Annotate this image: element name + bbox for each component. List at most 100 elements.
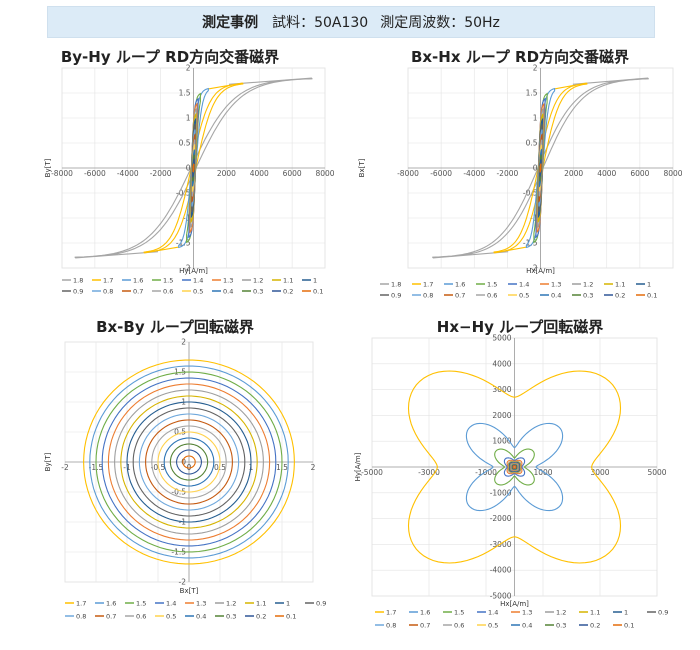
legend-entry: 1.3 (196, 599, 206, 607)
legend-entry: 1.1 (256, 599, 266, 607)
legend-entry: 1.8 (391, 280, 401, 288)
y-tick-label: 0.5 (174, 428, 186, 437)
y-tick-label: 1 (533, 114, 538, 123)
y-tick-label: -1.5 (523, 239, 538, 248)
series-0-3 (169, 443, 209, 481)
legend-entry: 1.5 (163, 276, 173, 284)
legend-entry: 1.4 (519, 280, 529, 288)
legend-entry: 0.8 (423, 291, 433, 299)
legend-entry: 0.4 (223, 287, 233, 295)
legend-entry: 1 (313, 276, 317, 284)
chart-title: Bx-Hx ループ RD方向交番磁界 (411, 48, 629, 66)
x-tick-label: -5000 (361, 468, 383, 477)
series-1-5 (494, 448, 535, 486)
legend-entry: 1.7 (423, 280, 433, 288)
legend-entry: 0.6 (487, 291, 497, 299)
legend-entry: 1.5 (487, 280, 497, 288)
header-title: 測定事例 (202, 15, 259, 31)
y-tick-label: 0.5 (179, 139, 191, 148)
series-1-6 (89, 365, 289, 559)
x-axis-label: Hy[A/m] (179, 267, 208, 275)
series-0-9 (132, 407, 246, 517)
legend-entry: 0.8 (103, 287, 113, 295)
legend-entry: 0.7 (106, 612, 116, 620)
x-tick-label: -2000 (150, 169, 172, 178)
y-tick-label: 2 (533, 64, 538, 73)
legend-entry: 0.6 (136, 612, 146, 620)
x-tick-label: 6000 (283, 169, 302, 178)
hx-hy-chart: Hx−Hy ループ回転磁界 -5000 -3000 -1000 1000 3000 5000… (354, 318, 668, 629)
x-tick-label: 2000 (564, 169, 583, 178)
x-tick-label: 0.5 (214, 463, 226, 472)
legend-entry: 0.3 (253, 287, 263, 295)
legend-entry: 0.2 (615, 291, 625, 299)
legend-entry: 1.7 (103, 276, 113, 284)
series-0-2 (539, 159, 542, 177)
bx-hx-chart: Bx-Hx ループ RD方向交番磁界 -8000 -6000 -4000 -2000 0 2… (358, 48, 683, 299)
legend-entry: 0.3 (556, 621, 566, 629)
series-1-2 (114, 389, 264, 535)
series-1-1 (120, 395, 258, 529)
y-tick-label: 3000 (492, 385, 511, 394)
bx-by-chart: Bx-By ループ回転磁界-2 -1.5 -1 -0.5 0 0.5 1 1.5 2-2-1.5… (44, 318, 326, 620)
chart-title: Bx-By ループ回転磁界 (96, 318, 254, 336)
series-0-1 (539, 163, 542, 173)
x-tick-label: -8000 (397, 169, 419, 178)
legend-entry: 1.3 (551, 280, 561, 288)
chart-title: By-Hy ループ RD方向交番磁界 (61, 48, 279, 66)
legend-entry: 0.4 (522, 621, 532, 629)
legend-entry: 1.1 (283, 276, 293, 284)
series-0-8 (138, 413, 240, 511)
x-tick-label: 4000 (597, 169, 616, 178)
legend-entry: 1.3 (223, 276, 233, 284)
x-tick-label: -4000 (117, 169, 139, 178)
legend-entry: 1.6 (455, 280, 465, 288)
legend-entry: 1.5 (454, 608, 464, 616)
x-tick-label: -6000 (84, 169, 106, 178)
legend-entry: 0.9 (391, 291, 401, 299)
y-tick-label: -1000 (490, 488, 512, 497)
series-0-1 (182, 455, 196, 469)
y-tick-label: 4000 (492, 359, 511, 368)
legend-entry: 0.5 (519, 291, 529, 299)
legend-entry: 1.6 (133, 276, 143, 284)
series-0-1 (192, 163, 195, 173)
legend-entry: 0.3 (226, 612, 236, 620)
x-tick-label: -3000 (418, 468, 440, 477)
chart-title: Hx−Hy ループ回転磁界 (437, 318, 603, 336)
legend-entry: 1.4 (193, 276, 203, 284)
legend-entry: 0.5 (193, 287, 203, 295)
x-tick-label: 3000 (590, 468, 609, 477)
legend-entry: 0.5 (488, 621, 498, 629)
series-0-4 (163, 437, 215, 487)
y-tick-label: 1.5 (179, 89, 191, 98)
legend-entry: 0.6 (163, 287, 173, 295)
y-tick-label: -1.5 (171, 548, 186, 557)
y-tick-label: 2 (181, 338, 186, 347)
legend-entry: 1.4 (166, 599, 176, 607)
x-tick-label: -4000 (463, 169, 485, 178)
series-0-2 (192, 158, 195, 178)
series-1-7 (143, 82, 244, 254)
y-tick-label: -0.5 (523, 189, 538, 198)
y-tick-label: 0 (181, 458, 186, 467)
legend-entry: 1.1 (590, 608, 600, 616)
legend-entry: 1.2 (583, 280, 593, 288)
y-axis-label: By[T] (44, 452, 52, 471)
legend-entry: 0.2 (283, 287, 293, 295)
y-tick-label: 1000 (492, 437, 511, 446)
legend-entry: 1.2 (556, 608, 566, 616)
legend-entry: 1.7 (76, 599, 86, 607)
y-tick-label: -2 (179, 578, 187, 587)
series-1 (126, 401, 252, 523)
y-tick-label: -2 (530, 264, 538, 273)
y-tick-label: -5000 (490, 592, 512, 601)
legend-entry: 1 (624, 608, 628, 616)
y-tick-label: -2000 (490, 514, 512, 523)
y-tick-label: 2 (186, 64, 191, 73)
y-tick-label: 0.5 (526, 139, 538, 148)
y-tick-label: 0 (186, 164, 191, 173)
series-1-6 (465, 422, 564, 512)
legend-entry: 0.7 (455, 291, 465, 299)
y-tick-label: -0.5 (171, 488, 186, 497)
